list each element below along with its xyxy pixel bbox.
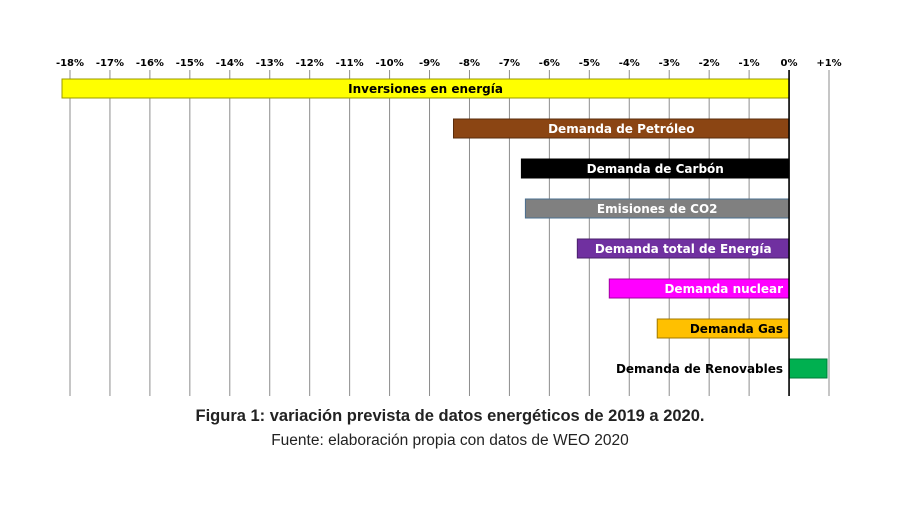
bar-label: Demanda nuclear <box>664 282 783 296</box>
x-tick-label: -11% <box>336 58 364 69</box>
bar-label: Demanda total de Energía <box>595 242 772 256</box>
x-tick-label: -10% <box>376 58 404 69</box>
x-tick-label: -1% <box>739 58 760 69</box>
x-tick-label: +1% <box>816 58 841 69</box>
bar-label: Demanda de Renovables <box>616 362 783 376</box>
x-tick-label: -18% <box>56 58 84 69</box>
bar-label: Demanda de Petróleo <box>548 122 694 136</box>
bar-label: Demanda de Carbón <box>587 162 724 176</box>
bar-label: Emisiones de CO2 <box>597 202 718 216</box>
x-tick-label: -5% <box>579 58 600 69</box>
x-tick-label: -6% <box>539 58 560 69</box>
x-tick-label: -2% <box>699 58 720 69</box>
bar-label: Inversiones en energía <box>348 82 503 96</box>
chart: -18% -17% -16% -15% -14% -13% -12% -11% -10% -9% -… <box>56 58 842 396</box>
x-tick-label: -7% <box>499 58 520 69</box>
x-tick-label: -17% <box>96 58 124 69</box>
x-tick-label: -3% <box>659 58 680 69</box>
bars: Inversiones en energía Demanda de Petróle… <box>61 78 828 379</box>
x-tick-label: -16% <box>136 58 164 69</box>
bar <box>788 358 828 379</box>
x-tick-label: -9% <box>419 58 440 69</box>
x-tick-label: -13% <box>256 58 284 69</box>
bar-label: Demanda Gas <box>690 322 783 336</box>
figure-caption-title: Figura 1: variación prevista de datos en… <box>195 407 705 425</box>
x-tick-label: -4% <box>619 58 640 69</box>
x-tick-label: 0% <box>781 58 798 69</box>
x-tick-label: -8% <box>459 58 480 69</box>
x-tick-label: -14% <box>216 58 244 69</box>
x-tick-label: -15% <box>176 58 204 69</box>
x-tick-labels: -18% -17% -16% -15% -14% -13% -12% -11% -10% -9% -… <box>56 58 842 69</box>
figure-caption-source: Fuente: elaboración propia con datos de … <box>271 432 629 449</box>
x-tick-label: -12% <box>296 58 324 69</box>
